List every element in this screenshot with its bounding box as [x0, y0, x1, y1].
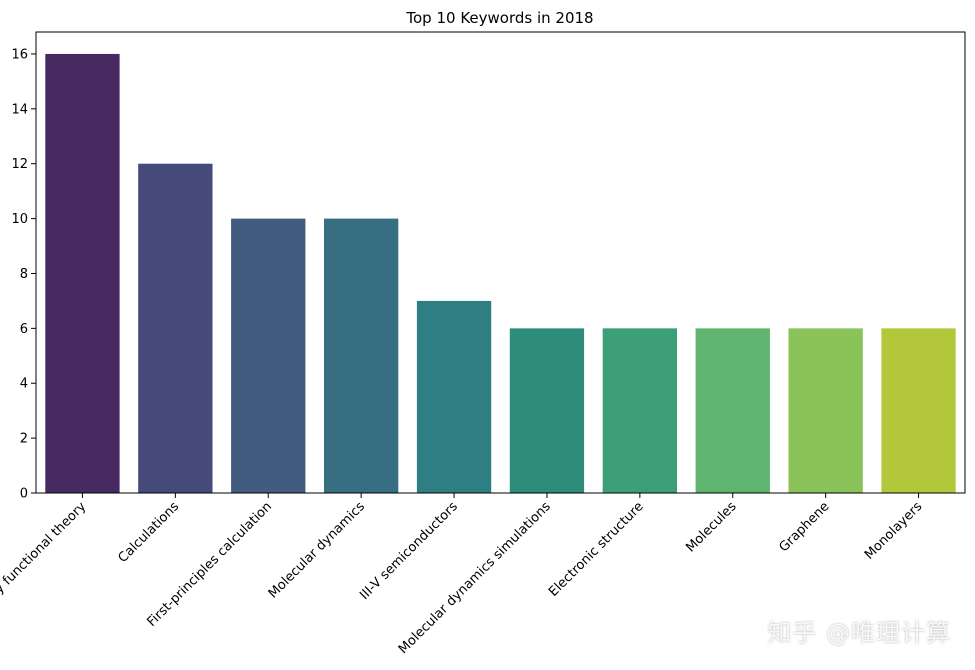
bar-3 [231, 218, 306, 493]
y-tick-label: 8 [20, 267, 28, 282]
x-tick-label: Graphene [777, 499, 833, 555]
y-tick-label: 2 [20, 432, 28, 447]
bar-2 [138, 163, 213, 493]
x-tick-label: III-V semiconductors [357, 499, 461, 603]
y-tick-label: 14 [11, 102, 28, 117]
y-tick-label: 0 [20, 487, 28, 502]
bar-1 [45, 53, 120, 493]
watermark: 知乎 @唯理计算 [767, 619, 951, 647]
plot-area: 0 2 4 6 8 10 12 14 16 Density functional theory Ca… [0, 31, 966, 657]
axes-frame [35, 31, 966, 494]
bar-7 [602, 328, 678, 493]
x-tick-label: Density functional theory [0, 499, 89, 626]
x-tick-label: Calculations [116, 499, 183, 566]
bar-9 [788, 328, 863, 493]
y-tick-label: 16 [11, 47, 28, 62]
y-tick-label: 12 [11, 157, 28, 172]
bar-10 [881, 328, 956, 493]
y-tick-label: 6 [20, 322, 28, 337]
bar-5 [416, 300, 492, 493]
bar-4 [323, 218, 399, 493]
bar-8 [695, 328, 770, 493]
bar-6 [509, 328, 585, 493]
x-tick-label: Molecular dynamics [266, 499, 368, 601]
y-tick-label: 10 [11, 212, 28, 227]
x-tick-label: Molecules [683, 499, 739, 555]
y-tick-label: 4 [20, 377, 28, 392]
x-tick-label: Molecular dynamics simulations [396, 499, 554, 657]
x-tick-label: Monolayers [862, 499, 926, 563]
x-tick-label: Electronic structure [546, 499, 647, 600]
chart-title: Top 10 Keywords in 2018 [405, 9, 593, 27]
